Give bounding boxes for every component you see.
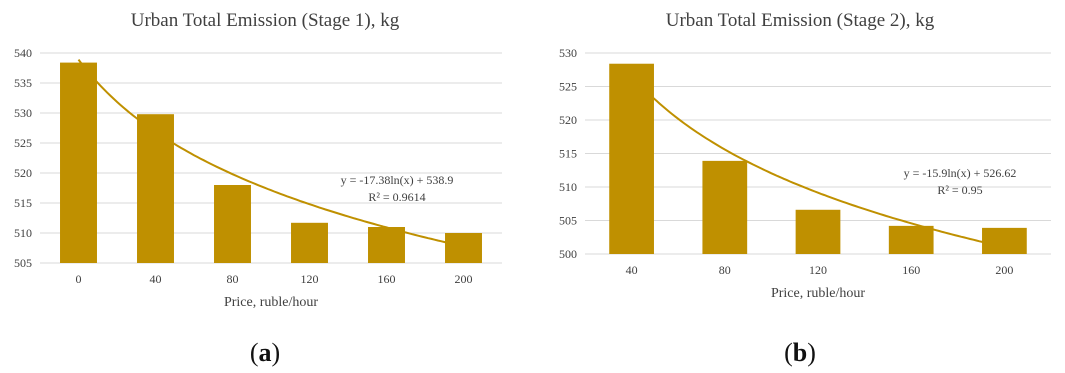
x-tick-label: 0 bbox=[76, 272, 82, 286]
chart-title: Urban Total Emission (Stage 1), kg bbox=[130, 10, 400, 31]
y-tick-label: 510 bbox=[559, 180, 577, 194]
x-tick-label: 160 bbox=[902, 263, 920, 277]
y-tick-label: 505 bbox=[14, 256, 32, 270]
trendline bbox=[630, 74, 1005, 249]
y-tick-label: 510 bbox=[14, 226, 32, 240]
bar bbox=[982, 227, 1027, 254]
panel-label: (b) bbox=[784, 338, 816, 367]
panel-label-letter: a bbox=[258, 338, 272, 367]
trendline-r2: R² = 0.9614 bbox=[368, 190, 425, 204]
trendline-equation: y = -15.9ln(x) + 526.62 bbox=[904, 166, 1017, 180]
x-tick-label: 80 bbox=[719, 263, 731, 277]
bar bbox=[291, 222, 328, 263]
chart-b-plot: 500 505 510 515 520 525 530 40 80 120 160 200 y = -1… bbox=[559, 46, 1051, 301]
bar bbox=[60, 62, 97, 263]
y-tick-label: 515 bbox=[14, 196, 32, 210]
x-tick-label: 120 bbox=[809, 263, 827, 277]
y-tick-label: 530 bbox=[14, 106, 32, 120]
x-tick-label: 40 bbox=[626, 263, 638, 277]
bar bbox=[445, 233, 482, 263]
bar bbox=[609, 63, 654, 254]
bar bbox=[702, 160, 748, 254]
bar bbox=[137, 114, 174, 263]
y-tick-label: 515 bbox=[559, 147, 577, 161]
y-tick-label: 525 bbox=[559, 80, 577, 94]
x-tick-label: 120 bbox=[301, 272, 319, 286]
chart-a-plot: 505 510 515 520 525 530 535 540 0 40 80 120 160 200 y … bbox=[14, 46, 502, 310]
x-tick-label: 200 bbox=[995, 263, 1013, 277]
y-tick-label: 535 bbox=[14, 76, 32, 90]
x-tick-label: 160 bbox=[378, 272, 396, 286]
y-tick-label: 525 bbox=[14, 136, 32, 150]
x-tick-label: 200 bbox=[455, 272, 473, 286]
panel-label: (a) bbox=[249, 338, 281, 367]
x-tick-label: 80 bbox=[227, 272, 239, 286]
bar bbox=[214, 185, 251, 263]
chart-title: Urban Total Emission (Stage 2), kg bbox=[665, 10, 935, 31]
x-axis-label: Price, ruble/hour bbox=[771, 286, 865, 301]
trendline-equation: y = -17.38ln(x) + 538.9 bbox=[341, 173, 454, 187]
y-tick-label: 520 bbox=[559, 113, 577, 127]
y-tick-label: 520 bbox=[14, 166, 32, 180]
trendline-r2: R² = 0.95 bbox=[937, 183, 982, 197]
trendline bbox=[77, 59, 464, 248]
y-tick-label: 505 bbox=[559, 214, 577, 228]
chart-panel-b: Urban Total Emission (Stage 2), kg 500 50… bbox=[535, 0, 1065, 373]
panel-label-letter: b bbox=[792, 338, 808, 367]
bar bbox=[888, 225, 934, 254]
x-tick-label: 40 bbox=[150, 272, 162, 286]
bar bbox=[368, 227, 405, 263]
bar bbox=[795, 209, 841, 254]
y-tick-label: 530 bbox=[559, 46, 577, 60]
chart-panel-a: Urban Total Emission (Stage 1), kg 505 51… bbox=[0, 0, 530, 373]
y-tick-label: 500 bbox=[559, 247, 577, 261]
y-tick-label: 540 bbox=[14, 46, 32, 60]
x-axis-label: Price, ruble/hour bbox=[224, 295, 318, 310]
